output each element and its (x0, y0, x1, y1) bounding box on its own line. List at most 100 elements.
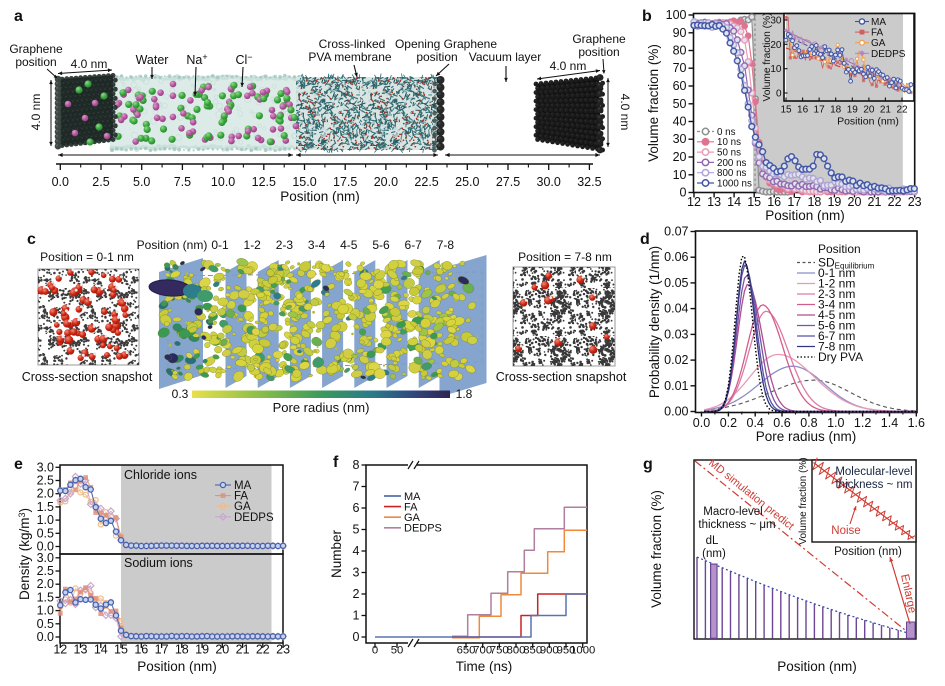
svg-text:3-4: 3-4 (308, 238, 326, 252)
svg-text:16: 16 (134, 643, 148, 657)
svg-text:1.0: 1.0 (37, 604, 54, 618)
svg-text:0.3: 0.3 (172, 387, 189, 401)
svg-text:20: 20 (215, 643, 229, 657)
svg-text:15: 15 (780, 105, 792, 116)
svg-text:0.0: 0.0 (37, 630, 54, 644)
svg-text:thickness ~ nm: thickness ~ nm (835, 479, 912, 491)
svg-text:Dry PVA: Dry PVA (818, 350, 863, 364)
svg-text:d: d (640, 231, 650, 248)
svg-text:2.5: 2.5 (37, 474, 54, 488)
svg-text:GA: GA (871, 38, 886, 49)
svg-text:20.0: 20.0 (374, 175, 398, 189)
svg-text:7: 7 (353, 480, 360, 494)
svg-text:0.8: 0.8 (800, 416, 817, 430)
svg-text:10: 10 (673, 168, 687, 182)
svg-text:Cross-section snapshot: Cross-section snapshot (496, 370, 627, 384)
svg-text:0: 0 (372, 645, 378, 657)
svg-text:0-1: 0-1 (211, 238, 229, 252)
svg-text:3.0: 3.0 (37, 551, 54, 565)
svg-text:800: 800 (507, 645, 526, 657)
svg-text:13: 13 (74, 643, 88, 657)
svg-text:5-6: 5-6 (372, 238, 390, 252)
svg-text:0.07: 0.07 (664, 225, 688, 239)
svg-text:50: 50 (391, 645, 404, 657)
svg-text:850: 850 (523, 645, 542, 657)
svg-text:MA: MA (234, 480, 252, 492)
svg-text:Water: Water (136, 53, 169, 67)
svg-text:Sodium ions: Sodium ions (124, 556, 193, 570)
svg-text:DEDPS: DEDPS (871, 49, 906, 60)
svg-text:Macro-level: Macro-level (703, 506, 762, 518)
svg-text:FA: FA (234, 491, 248, 503)
svg-text:30.0: 30.0 (537, 175, 561, 189)
svg-text:650: 650 (457, 645, 476, 657)
svg-text:800 ns: 800 ns (717, 168, 747, 179)
svg-text:(nm): (nm) (702, 548, 726, 560)
svg-text:position: position (416, 50, 457, 64)
svg-text:0.00: 0.00 (664, 405, 688, 419)
svg-text:19: 19 (827, 195, 841, 209)
svg-text:Graphene: Graphene (572, 32, 626, 46)
svg-text:Pore radius (nm): Pore radius (nm) (273, 400, 370, 415)
svg-text:DEDPS: DEDPS (404, 523, 442, 535)
svg-text:1.5: 1.5 (37, 590, 54, 604)
svg-text:FA: FA (404, 501, 418, 513)
svg-text:4.0 nm: 4.0 nm (550, 59, 587, 73)
svg-text:5.0: 5.0 (133, 175, 150, 189)
svg-text:7-8 nm: 7-8 nm (818, 339, 855, 353)
svg-text:1000: 1000 (570, 645, 595, 657)
svg-text:c: c (27, 231, 36, 248)
svg-text:22: 22 (256, 643, 270, 657)
svg-text:18: 18 (807, 195, 821, 209)
svg-text:50 ns: 50 ns (717, 148, 741, 159)
svg-text:100: 100 (666, 8, 687, 22)
svg-text:Volume fraction (%): Volume fraction (%) (646, 44, 661, 162)
svg-text:0 ns: 0 ns (717, 127, 736, 138)
svg-text:PVA membrane: PVA membrane (308, 50, 391, 64)
svg-text:0.03: 0.03 (664, 327, 688, 341)
svg-text:2.5: 2.5 (37, 564, 54, 578)
svg-text:2.0: 2.0 (37, 487, 54, 501)
svg-text:22: 22 (896, 105, 908, 116)
svg-text:Molecular-level: Molecular-level (835, 466, 912, 478)
svg-text:4.0 nm: 4.0 nm (71, 57, 108, 71)
svg-text:3-4 nm: 3-4 nm (818, 297, 855, 311)
svg-text:5: 5 (353, 523, 360, 537)
svg-text:13: 13 (707, 195, 721, 209)
svg-text:0.4: 0.4 (747, 416, 764, 430)
svg-text:0.06: 0.06 (664, 250, 688, 264)
svg-text:17.5: 17.5 (333, 175, 357, 189)
svg-text:GA: GA (234, 501, 251, 513)
svg-text:6-7: 6-7 (405, 238, 423, 252)
svg-text:1-2 nm: 1-2 nm (818, 276, 855, 290)
svg-text:6: 6 (353, 501, 360, 515)
svg-text:700: 700 (473, 645, 492, 657)
svg-text:12.5: 12.5 (252, 175, 276, 189)
svg-text:0-1 nm: 0-1 nm (818, 266, 855, 280)
svg-text:1.4: 1.4 (881, 416, 898, 430)
svg-text:4-5: 4-5 (340, 238, 358, 252)
svg-text:Cross-linked: Cross-linked (319, 37, 386, 51)
svg-text:1.2: 1.2 (854, 416, 871, 430)
svg-text:0.0: 0.0 (52, 175, 69, 189)
svg-text:Cross-section snapshot: Cross-section snapshot (22, 370, 153, 384)
svg-text:1-2: 1-2 (244, 238, 262, 252)
svg-text:18: 18 (175, 643, 189, 657)
svg-text:Chloride ions: Chloride ions (124, 468, 197, 482)
svg-text:20: 20 (673, 150, 687, 164)
svg-text:5-6 nm: 5-6 nm (818, 318, 855, 332)
svg-text:4.0 nm: 4.0 nm (618, 94, 632, 131)
svg-text:7.5: 7.5 (174, 175, 191, 189)
svg-text:27.5: 27.5 (496, 175, 520, 189)
svg-text:Position: Position (818, 242, 861, 256)
svg-text:1.6: 1.6 (908, 416, 925, 430)
svg-text:0.2: 0.2 (720, 416, 737, 430)
svg-text:Position (nm): Position (nm) (777, 659, 857, 674)
svg-text:20: 20 (770, 40, 782, 51)
svg-text:15: 15 (114, 643, 128, 657)
svg-text:FA: FA (871, 28, 884, 39)
svg-text:4.0 nm: 4.0 nm (29, 94, 43, 131)
svg-text:2-3 nm: 2-3 nm (818, 287, 855, 301)
svg-text:1.8: 1.8 (456, 387, 473, 401)
svg-text:1.0: 1.0 (37, 513, 54, 527)
